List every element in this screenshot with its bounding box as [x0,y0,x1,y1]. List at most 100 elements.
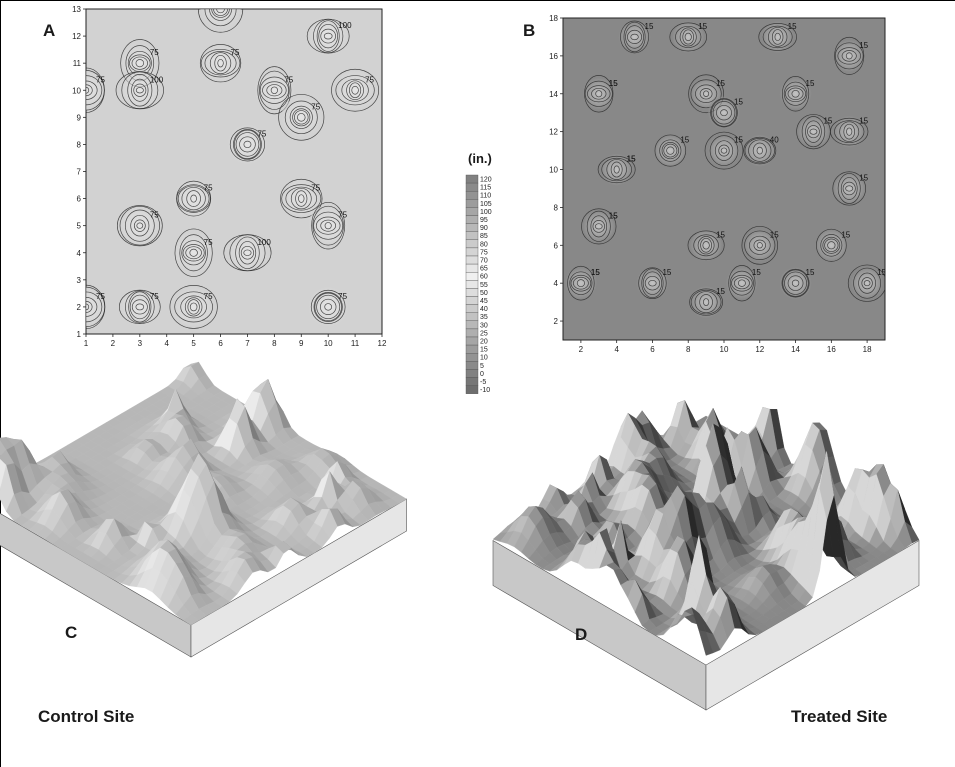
peak-shade [582,210,615,243]
x-tick-label: 16 [827,345,836,354]
contour-value-label: 15 [734,98,743,107]
contour-line [720,147,728,154]
surface-face [182,614,200,626]
legend-swatch [465,182,479,192]
contour-line [204,9,237,27]
contour-line [663,143,678,158]
y-tick-label: 2 [554,317,559,326]
legend-swatch [465,304,479,313]
contour-value-label: 15 [859,117,868,126]
contour-line [182,244,205,262]
contour-line [704,131,744,170]
contour-line [312,205,344,246]
contour-line [625,25,644,49]
surface-mesh [492,399,920,656]
contour-line [240,245,255,260]
contour-peak [597,153,636,186]
surface-face [698,630,714,656]
legend-swatch [465,231,479,241]
contour-line [729,270,754,296]
contour-line [842,181,856,196]
contour-value-label: 75 [231,48,240,57]
peak-shade [119,70,160,111]
contour-line [809,128,818,135]
contour-line [687,230,725,261]
contour-line [310,289,346,324]
x-tick-label: 5 [191,339,196,348]
contour-line [834,42,864,70]
y-tick-label: 18 [549,14,558,23]
peak-shade [743,134,776,167]
contour-line [703,298,710,307]
peak-shade [334,70,376,111]
contour-line [733,277,750,290]
contour-line [731,274,753,292]
contour-line [131,78,149,102]
contour-value-label: 15 [609,211,618,220]
contour-peak [86,67,107,113]
contour-peak [582,75,615,113]
contour-value-label: 15 [841,230,850,239]
contour-line [787,87,804,100]
contour-value-label: 15 [788,22,797,31]
y-tick-label: 4 [77,249,82,258]
contour-peak [173,228,214,277]
contour-line [124,209,155,242]
contour-line [570,274,592,292]
contour-peak [779,76,812,112]
contour-line [349,82,362,99]
contour-line [837,173,861,204]
contour-value-label: 15 [662,268,671,277]
color-scale-legend: 1201151101051009590858075706560555045403… [465,174,492,394]
contour-line [718,144,730,157]
contour-value-label: 75 [311,184,320,193]
surface-face [0,458,7,491]
contour-line [297,113,306,122]
contour-line [209,52,232,75]
y-tick-label: 1 [77,330,82,339]
contour-line [341,78,369,102]
surface-plot-treated [492,399,920,711]
contour-line [131,299,148,315]
contour-peak [618,20,651,54]
contour-value-label: 15 [645,22,654,31]
peak-shade [227,232,268,273]
contour-line [695,84,718,103]
legend-level-label: -5 [480,379,486,386]
contour-line [846,127,853,136]
contour-value-label: 75 [96,75,105,84]
legend-level-label: 5 [480,363,484,370]
peak-shade [308,15,349,57]
contour-value-label: 75 [338,292,347,301]
y-tick-label: 8 [77,140,82,149]
legend-level-label: 105 [480,201,492,208]
contour-peak [689,286,723,319]
contour-line [133,219,146,232]
contour-value-label: 15 [627,155,636,164]
y-tick-label: 6 [77,195,82,204]
legend-swatch [465,263,479,273]
contour-line [714,140,734,161]
contour-line [189,248,198,257]
contour-peak [581,208,617,245]
peak-shade [254,70,295,111]
legend-level-label: 65 [480,266,488,273]
contour-value-label: 100 [150,75,164,84]
contour-line [346,80,364,101]
contour-peak [169,285,218,329]
legend-swatch [465,199,479,208]
contour-line [86,297,98,317]
contour-value-label: 15 [734,136,743,145]
contour-line [130,214,150,237]
x-tick-label: 12 [755,345,764,354]
x-tick-label: 9 [299,339,304,348]
legend-level-label: 25 [480,330,488,337]
contour-line [229,127,266,162]
contour-line [211,9,230,18]
legend-swatch [465,336,479,346]
panel-label-d: D [575,625,588,644]
contour-line [741,225,778,265]
contour-value-label: 15 [823,117,832,126]
contour-value-label: 15 [716,79,725,88]
contour-value-label: 75 [365,75,374,84]
